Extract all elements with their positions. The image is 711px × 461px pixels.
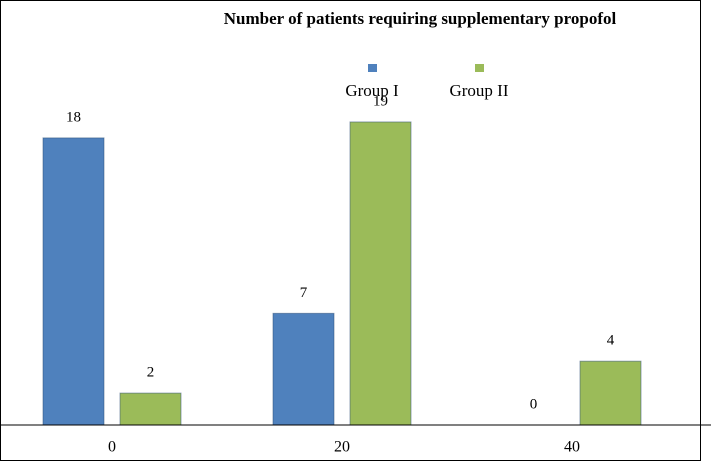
data-label: 2: [147, 365, 155, 381]
bar: [579, 360, 642, 426]
x-tick-label: 40: [564, 439, 580, 456]
bar: [272, 312, 335, 426]
data-label: 7: [300, 285, 308, 301]
bar: [119, 392, 182, 426]
data-label: 4: [607, 333, 615, 349]
bar: [349, 121, 412, 426]
chart-title: Number of patients requiring supplementa…: [224, 9, 617, 28]
bar: [42, 137, 105, 426]
x-tick-label: 0: [108, 439, 116, 456]
data-label: 19: [373, 93, 388, 109]
legend-swatch: [368, 64, 377, 72]
data-label: 18: [66, 109, 81, 125]
data-label: 0: [530, 396, 538, 412]
legend-label: Group I: [345, 81, 399, 100]
x-tick-label: 20: [334, 439, 350, 456]
legend-label: Group II: [449, 81, 508, 100]
legend-swatch: [475, 64, 484, 72]
